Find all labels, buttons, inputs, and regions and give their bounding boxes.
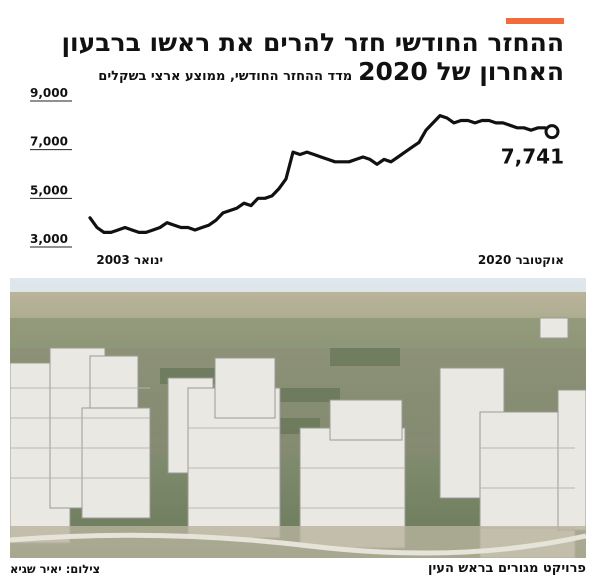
end-value-label: 7,741 bbox=[501, 145, 564, 169]
chart-title: ההחזר החודשי חזר להרים את ראשו ברבעון הא… bbox=[24, 28, 564, 91]
y-tick-label: 3,000 bbox=[30, 232, 68, 246]
credits-bar: צילום: יאיר שגיא פרויקט מגורים בראש העין bbox=[10, 560, 586, 578]
photo-credit: צילום: יאיר שגיא bbox=[10, 562, 101, 576]
x-start-label: ינואר 2003 bbox=[96, 253, 163, 267]
series-line bbox=[88, 113, 554, 234]
accent-bar bbox=[506, 18, 564, 24]
project-credit: פרויקט מגורים בראש העין bbox=[428, 561, 586, 576]
title-line-1: ההחזר החודשי חזר להרים את ראשו ברבעון bbox=[61, 28, 564, 57]
title-line-2: האחרון של 2020 bbox=[358, 57, 564, 86]
line-chart: 9,000 7,000 5,000 3,000 7,741 ינואר 2003 או… bbox=[30, 86, 564, 267]
y-axis: 9,000 7,000 5,000 3,000 bbox=[30, 86, 72, 248]
end-point-marker bbox=[544, 124, 560, 140]
x-end-label: אוקטובר 2020 bbox=[478, 253, 564, 267]
y-tick-label: 9,000 bbox=[30, 86, 68, 100]
title-line-2-row: האחרון של 2020 מדד ההחזר החודשי, ממוצע אר… bbox=[24, 57, 564, 91]
city-photo bbox=[10, 278, 586, 558]
chart-subtitle: מדד ההחזר החודשי, ממוצע ארצי בשקלים bbox=[98, 69, 353, 84]
y-tick-label: 7,000 bbox=[30, 135, 68, 149]
y-tick-label: 5,000 bbox=[30, 183, 68, 197]
